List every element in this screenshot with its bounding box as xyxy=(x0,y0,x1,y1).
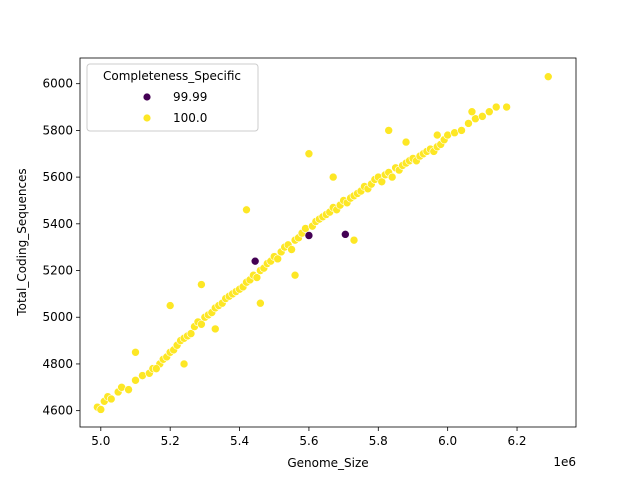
data-point xyxy=(250,256,260,266)
x-tick-label: 5.0 xyxy=(91,434,110,448)
data-point xyxy=(179,359,189,369)
data-point xyxy=(131,347,140,357)
y-tick-label: 5600 xyxy=(42,170,73,184)
data-point xyxy=(152,364,161,373)
data-point xyxy=(256,298,265,308)
data-point xyxy=(502,102,511,112)
data-point xyxy=(197,319,206,329)
y-tick-label: 5400 xyxy=(42,217,73,231)
data-point xyxy=(432,130,442,140)
data-point xyxy=(96,405,106,414)
data-point xyxy=(543,72,553,81)
data-point xyxy=(131,375,140,385)
data-point xyxy=(387,172,397,182)
y-tick-label: 5200 xyxy=(42,264,73,278)
legend-title: Completeness_Specific xyxy=(103,69,241,83)
data-point xyxy=(273,254,283,264)
data-point xyxy=(491,102,501,112)
x-tick-label: 6.2 xyxy=(507,434,526,448)
data-point xyxy=(467,107,477,117)
y-axis-title: Total_Coding_Sequences xyxy=(15,168,29,316)
x-axis-ticks: 5.0 5.2 5.4 5.6 5.8 6.0 6.2 xyxy=(91,427,527,448)
legend-box xyxy=(86,63,259,132)
points-layer xyxy=(93,72,553,414)
data-point xyxy=(341,230,350,239)
data-point xyxy=(210,324,220,334)
x-axis-offset-label: 1e6 xyxy=(553,455,576,469)
data-point xyxy=(186,329,196,338)
y-tick-label: 4800 xyxy=(42,357,73,371)
data-point xyxy=(457,126,466,135)
data-point xyxy=(252,273,262,282)
y-tick-label: 6000 xyxy=(42,77,73,91)
x-tick-label: 5.6 xyxy=(299,434,318,448)
y-tick-label: 5800 xyxy=(42,123,73,137)
data-point xyxy=(401,137,411,147)
data-point xyxy=(197,280,206,289)
data-point xyxy=(165,301,175,310)
data-point xyxy=(304,231,314,240)
data-point xyxy=(484,107,494,117)
x-tick-label: 5.2 xyxy=(161,434,180,448)
data-point xyxy=(304,149,314,159)
legend-label-100-0: 100.0 xyxy=(173,111,207,125)
y-tick-label: 4600 xyxy=(42,404,73,418)
plot-frame xyxy=(79,57,577,428)
series-99-99 xyxy=(250,230,350,266)
data-point xyxy=(106,394,116,404)
series-100-0 xyxy=(93,72,553,414)
x-tick-label: 5.4 xyxy=(230,434,249,448)
data-point xyxy=(124,385,133,394)
data-point xyxy=(464,119,473,128)
x-tick-label: 5.8 xyxy=(369,434,388,448)
legend-marker-99-99 xyxy=(142,92,152,102)
legend-marker-100-0 xyxy=(142,113,152,123)
y-tick-label: 5000 xyxy=(42,310,73,324)
y-axis-ticks: 4600 4800 5000 5200 5400 5600 5800 6000 xyxy=(42,77,80,418)
data-point xyxy=(290,270,300,280)
legend-label-99-99: 99.99 xyxy=(173,90,207,104)
data-point xyxy=(384,126,393,135)
data-point xyxy=(242,205,251,215)
data-point xyxy=(287,245,296,254)
data-point xyxy=(478,112,487,121)
x-axis-title: Genome_Size xyxy=(287,456,368,470)
legend: Completeness_Specific 99.99 100.0 xyxy=(86,63,259,132)
data-point xyxy=(377,177,387,187)
data-point xyxy=(328,172,338,182)
data-point xyxy=(349,235,359,245)
x-tick-label: 6.0 xyxy=(438,434,457,448)
